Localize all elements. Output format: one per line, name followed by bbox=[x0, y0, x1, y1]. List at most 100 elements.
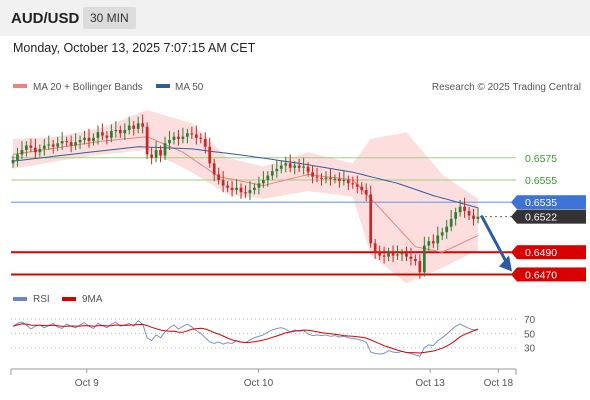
candle-body bbox=[449, 218, 453, 227]
candle-body bbox=[409, 256, 413, 259]
candle-body bbox=[177, 136, 180, 139]
candle-body bbox=[445, 226, 449, 233]
level-label-pointer-0-6522 bbox=[511, 209, 517, 224]
candle-body bbox=[11, 160, 15, 164]
rsi-legend-swatch bbox=[13, 297, 27, 301]
candle-body bbox=[257, 183, 261, 188]
candle-body bbox=[203, 138, 207, 147]
candle-body bbox=[118, 130, 122, 134]
candle-body bbox=[369, 194, 373, 244]
candle-body bbox=[38, 148, 42, 153]
level-label-0-6535: 0.6535 bbox=[525, 197, 557, 209]
candle-body bbox=[270, 171, 274, 176]
rsi-panel: 70 50 30 bbox=[11, 315, 536, 357]
ma50-legend-label: MA 50 bbox=[175, 82, 204, 93]
candle-body bbox=[114, 130, 118, 132]
candle-body bbox=[351, 183, 355, 185]
top-bar: AUD/USD 30 MIN bbox=[0, 0, 590, 36]
candle-body bbox=[315, 176, 319, 178]
candle-body bbox=[69, 142, 73, 146]
candle-body bbox=[472, 215, 475, 219]
candle-body bbox=[78, 140, 82, 143]
candle-body bbox=[387, 252, 390, 257]
candle-body bbox=[181, 136, 185, 139]
candle-body bbox=[427, 241, 431, 246]
ma20-line bbox=[12, 136, 479, 253]
candle-body bbox=[235, 187, 238, 190]
candle-body bbox=[60, 141, 64, 144]
forecast-arrow-head bbox=[499, 255, 512, 272]
candle-body bbox=[172, 136, 176, 140]
timeframe-badge[interactable]: 30 MIN bbox=[83, 7, 136, 29]
timestamp: Monday, October 13, 2025 7:07:15 AM CET bbox=[13, 41, 256, 55]
candle-body bbox=[16, 154, 19, 160]
candle-body bbox=[29, 145, 33, 148]
rsi-tick-label-70: 70 bbox=[524, 315, 536, 326]
candle-body bbox=[150, 154, 153, 158]
candle-body bbox=[306, 166, 310, 173]
candle-body bbox=[400, 253, 404, 255]
candle-body bbox=[338, 178, 341, 182]
candle-body bbox=[123, 130, 127, 134]
candle-body bbox=[248, 190, 252, 194]
level-label-0-6522: 0.6522 bbox=[525, 212, 557, 224]
candle-body bbox=[47, 144, 51, 146]
candle-body bbox=[136, 123, 140, 129]
level-label-box-0-6522 bbox=[517, 209, 586, 224]
x-axis-ticks: Oct 9 Oct 10 Oct 13 Oct 18 bbox=[75, 369, 513, 389]
candle-body bbox=[217, 174, 221, 180]
candle-body bbox=[168, 140, 171, 144]
candle-body bbox=[333, 178, 337, 180]
candle-body bbox=[360, 186, 364, 190]
candle-body bbox=[418, 261, 422, 273]
candle-body bbox=[51, 144, 55, 147]
candle-body bbox=[212, 163, 216, 175]
candle-body bbox=[244, 192, 247, 194]
ma50-line bbox=[12, 146, 479, 209]
candle-body bbox=[42, 145, 46, 149]
candle-body bbox=[440, 232, 444, 236]
candle-body bbox=[208, 146, 212, 164]
candle-body bbox=[221, 180, 225, 186]
candle-body bbox=[391, 252, 395, 256]
candle-body bbox=[20, 150, 24, 155]
candle-body bbox=[239, 187, 243, 193]
x-tick-label-oct-13: Oct 13 bbox=[415, 378, 445, 389]
level-label-0-6490: 0.6490 bbox=[525, 247, 557, 259]
candle-body bbox=[266, 175, 270, 180]
candle-body bbox=[311, 172, 314, 177]
candle-body bbox=[293, 165, 297, 168]
candle-body bbox=[302, 166, 305, 168]
candle-body bbox=[127, 125, 131, 130]
candle-body bbox=[320, 177, 323, 179]
candle-body bbox=[253, 187, 256, 190]
candle-body bbox=[373, 243, 377, 253]
candle-body bbox=[141, 123, 145, 127]
candle-body bbox=[405, 253, 408, 257]
x-tick-label-oct-9: Oct 9 bbox=[75, 378, 99, 389]
candle-body bbox=[163, 143, 167, 156]
level-label-0-6555: 0.6555 bbox=[525, 175, 557, 187]
rsi-ma-legend-swatch bbox=[62, 297, 76, 301]
forecast-arrow-shaft bbox=[480, 215, 509, 265]
rsi-tick-label-50: 50 bbox=[524, 329, 536, 340]
level-label-pointer-0-6490 bbox=[511, 245, 517, 260]
candle-body bbox=[467, 211, 471, 216]
candle-body bbox=[288, 163, 292, 168]
candle-body bbox=[25, 145, 28, 150]
candle-body bbox=[105, 135, 109, 138]
level-label-0-6575: 0.6575 bbox=[525, 153, 557, 165]
candle-body bbox=[145, 126, 149, 155]
candle-body bbox=[463, 206, 466, 212]
levels-layer bbox=[11, 157, 516, 276]
candle-body bbox=[92, 137, 95, 142]
rsi-ma-legend-label: 9MA bbox=[82, 294, 103, 305]
candle-body bbox=[83, 137, 86, 140]
symbol-title: AUD/USD bbox=[11, 10, 80, 27]
candle-body bbox=[382, 255, 386, 257]
candle-body bbox=[378, 252, 382, 256]
candle-body bbox=[422, 245, 426, 273]
candle-body bbox=[431, 241, 435, 244]
candle-body bbox=[279, 165, 283, 169]
